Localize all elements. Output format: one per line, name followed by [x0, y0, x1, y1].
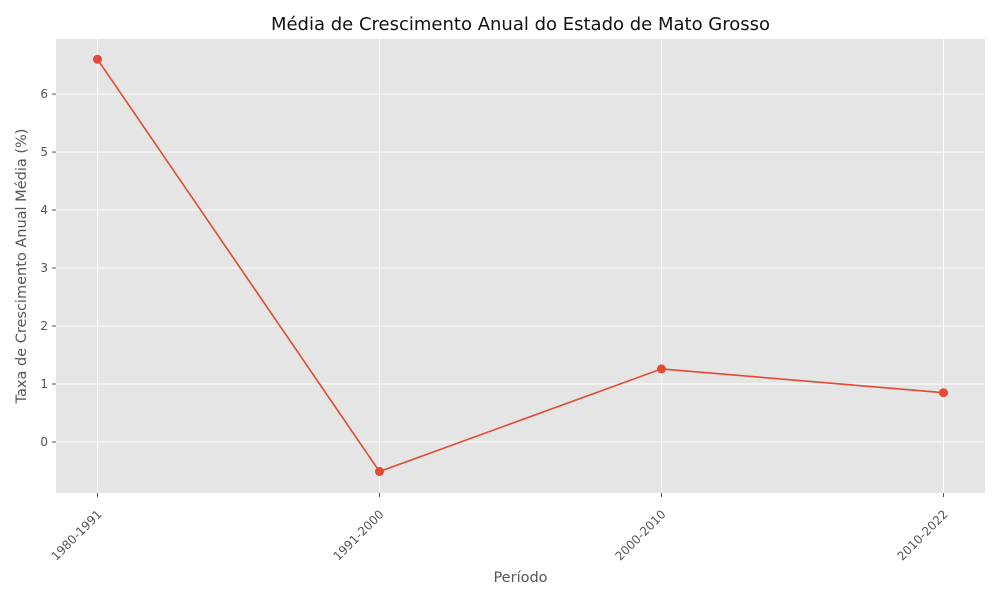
y-tick-label: 3 [40, 261, 48, 275]
series-layer [93, 54, 948, 477]
data-point [93, 54, 102, 64]
gridlines [56, 39, 985, 493]
data-point [657, 364, 666, 374]
y-axis-title: Taxa de Crescimento Anual Média (%) [14, 129, 30, 405]
y-tick-label: 5 [40, 145, 48, 159]
x-tick-label: 1991-2000 [330, 507, 386, 563]
data-point [375, 467, 384, 477]
x-tick-label: 2000-2010 [612, 507, 668, 563]
y-tick-label: 1 [40, 377, 48, 391]
y-tick-label: 6 [40, 87, 48, 101]
plot-background [56, 39, 985, 493]
series-line [96, 58, 944, 473]
y-tick-label: 4 [40, 203, 48, 217]
x-axis-title: Período [493, 570, 547, 586]
x-tick-label: 1980-1991 [48, 507, 104, 563]
x-tick-label: 2010-2022 [894, 507, 950, 563]
y-tick-label: 2 [40, 319, 48, 333]
data-point [939, 388, 948, 398]
y-tick-label: 0 [40, 435, 48, 449]
chart-title: Média de Crescimento Anual do Estado de … [271, 14, 770, 35]
